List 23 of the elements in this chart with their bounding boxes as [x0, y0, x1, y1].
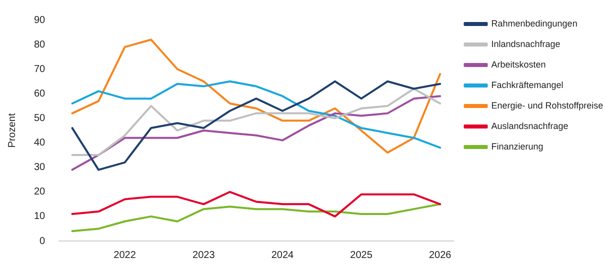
x-tick-label: 2025: [350, 250, 373, 261]
legend-label: Rahmenbedingungen: [491, 18, 578, 28]
y-tick-label: 90: [34, 14, 46, 26]
x-tick-label: 2023: [192, 250, 216, 261]
legend-label: Finanzierung: [491, 141, 544, 152]
y-tick-label: 20: [34, 186, 46, 198]
legend-label: Fachkräftemangel: [491, 80, 564, 90]
y-tick-label: 30: [34, 162, 46, 174]
x-tick-label: 2022: [114, 250, 136, 261]
legend-label: Auslandsnachfrage: [491, 120, 568, 131]
legend-label: Energie- und Rohstoffpreise: [491, 100, 604, 110]
x-tick-label: 2024: [271, 250, 294, 261]
legend-label: Arbeitskosten: [491, 59, 546, 70]
y-tick-label: 60: [34, 88, 46, 100]
y-tick-label: 0: [40, 236, 46, 247]
y-tick-label: 70: [34, 64, 46, 75]
legend-label: Inlandsnachfrage: [491, 38, 560, 49]
y-tick-label: 50: [34, 112, 46, 124]
y-axis-title: Prozent: [6, 113, 18, 148]
y-tick-label: 40: [34, 138, 46, 149]
y-tick-label: 80: [34, 39, 46, 50]
x-tick-label: 2026: [428, 250, 452, 261]
y-tick-label: 10: [34, 211, 46, 222]
